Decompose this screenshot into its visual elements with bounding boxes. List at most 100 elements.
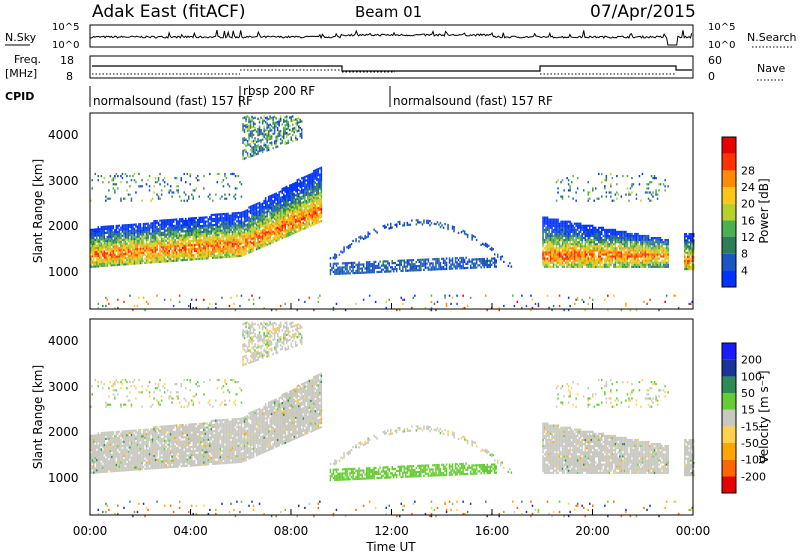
power-cell (231, 226, 234, 229)
power-cell (289, 203, 291, 206)
power-cell (254, 143, 256, 146)
power-cell (207, 230, 210, 233)
power-cell (266, 204, 268, 207)
power-cell (560, 237, 562, 240)
power-cell (551, 232, 553, 236)
power-cell (575, 224, 577, 227)
power-cell (310, 224, 312, 227)
power-cell (218, 254, 220, 257)
power-cell (365, 269, 368, 272)
power-cell (251, 207, 253, 210)
power-cell (130, 223, 133, 226)
power-cell (209, 193, 211, 196)
power-cell (249, 236, 252, 239)
power-cell (206, 226, 208, 229)
power-cell (151, 238, 154, 241)
power-cell (347, 247, 350, 250)
power-cell (438, 259, 440, 263)
power-cell (298, 117, 300, 120)
power-cell (572, 263, 574, 266)
power-cell (257, 247, 259, 250)
power-cell (233, 214, 235, 217)
power-cell (295, 225, 297, 228)
power-cell (394, 268, 396, 271)
power-cell (273, 230, 276, 233)
power-cell (160, 231, 163, 234)
power-cell (581, 298, 583, 301)
power-cell (320, 203, 323, 206)
power-cell (168, 243, 170, 246)
power-cell (579, 228, 582, 231)
power-cell (270, 223, 273, 226)
power-cell (471, 262, 473, 265)
power-cell (566, 234, 568, 238)
power-cell (584, 241, 586, 244)
power-cell (264, 133, 267, 136)
power-cell (412, 265, 415, 268)
power-cell (563, 263, 565, 266)
power-cell (136, 250, 139, 253)
power-cell (174, 239, 176, 242)
power-cell (233, 228, 235, 231)
power-cell (203, 228, 205, 231)
power-cell (111, 251, 113, 255)
power-cell (206, 253, 208, 256)
power-cell (561, 245, 564, 248)
power-cell (466, 304, 469, 308)
power-cell (557, 179, 559, 182)
power-cell (231, 245, 234, 248)
power-cell (213, 228, 216, 231)
power-cell (295, 200, 297, 203)
power-cell (569, 222, 571, 225)
power-cell (240, 211, 243, 214)
power-cell (482, 242, 484, 245)
power-cell (564, 232, 567, 236)
power-cell (421, 258, 424, 261)
power-cell (284, 194, 286, 197)
power-cell (252, 298, 255, 301)
power-cell (408, 269, 410, 272)
power-cell (111, 243, 113, 246)
power-cell (261, 150, 264, 154)
power-cell (560, 195, 562, 198)
power-cell (301, 130, 303, 133)
power-cell (305, 199, 308, 203)
power-cell (157, 254, 160, 257)
power-cell (154, 228, 157, 231)
cpid-segment-3: normalsound (fast) 157 RF (393, 94, 553, 108)
power-cell (96, 238, 98, 241)
power-cell (273, 221, 276, 225)
power-cell (542, 255, 544, 258)
power-cell (352, 263, 354, 266)
power-cell (160, 193, 163, 196)
power-cell (319, 187, 321, 190)
power-cell (102, 244, 104, 247)
power-cell (126, 259, 128, 262)
power-cell (289, 225, 291, 228)
power-cell (289, 217, 291, 220)
power-cell (555, 232, 558, 236)
power-cell (186, 254, 188, 257)
power-cell (129, 248, 131, 251)
power-cell (311, 223, 314, 227)
power-cell (257, 117, 259, 120)
power-cell (133, 254, 136, 257)
power-cell (127, 193, 130, 196)
power-cell (442, 261, 445, 264)
power-cell (445, 263, 448, 266)
power-cell (283, 126, 285, 130)
power-cell (457, 231, 460, 234)
power-cell (377, 264, 380, 267)
power-cell (264, 143, 267, 146)
power-cell (188, 304, 190, 308)
power-cell (183, 236, 185, 239)
power-cell (566, 253, 568, 256)
power-cell (159, 254, 161, 257)
power-cell (204, 251, 207, 254)
power-cell (273, 234, 276, 237)
power-cell (569, 263, 571, 266)
power-cell (576, 243, 579, 246)
power-cell (299, 182, 301, 185)
power-cell (305, 189, 308, 192)
power-cell (283, 197, 285, 200)
